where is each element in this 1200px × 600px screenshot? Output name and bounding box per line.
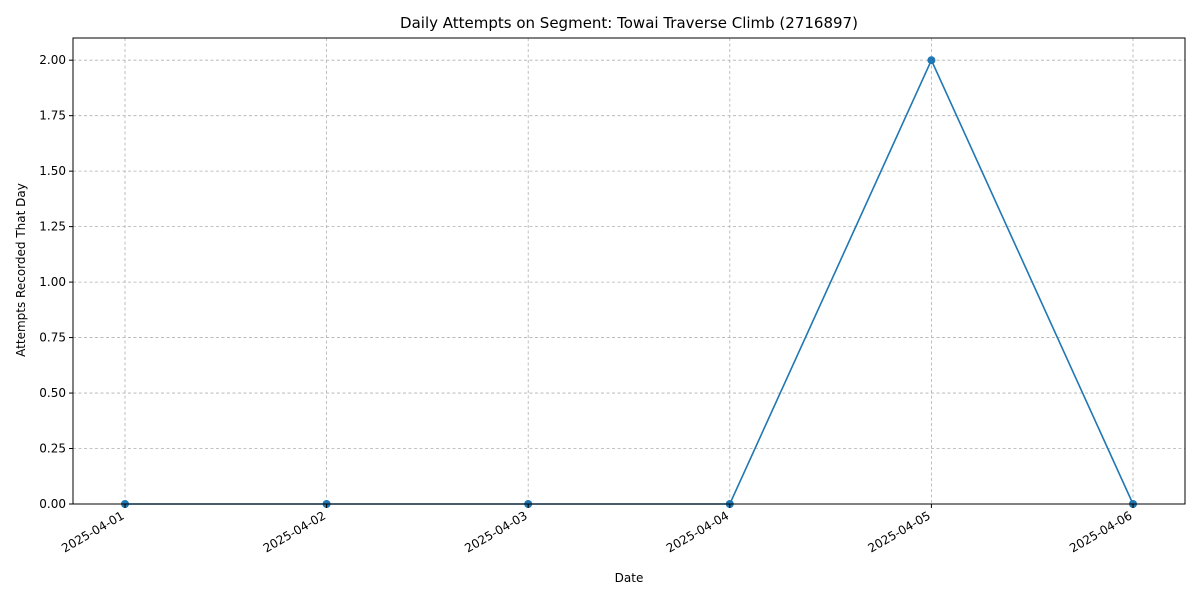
x-tick-label: 2025-04-05 bbox=[865, 508, 932, 555]
y-tick-label: 1.75 bbox=[39, 109, 66, 123]
y-tick-label: 0.75 bbox=[39, 331, 66, 345]
y-tick-label: 0.50 bbox=[39, 386, 66, 400]
x-tick-label: 2025-04-06 bbox=[1067, 508, 1134, 555]
y-axis-label: Attempts Recorded That Day bbox=[14, 183, 28, 357]
y-tick-label: 0.25 bbox=[39, 442, 66, 456]
y-tick-label: 0.00 bbox=[39, 497, 66, 511]
plot-frame bbox=[72, 37, 1186, 505]
y-tick-label: 2.00 bbox=[39, 53, 66, 67]
ticks: 2025-04-01 2025-04-02 2025-04-03 2025-04-04… bbox=[39, 53, 1134, 555]
y-tick-label: 1.00 bbox=[39, 275, 66, 289]
y-tick-label: 1.25 bbox=[39, 220, 66, 234]
x-tick-label: 2025-04-03 bbox=[462, 508, 529, 555]
chart-title: Daily Attempts on Segment: Towai Travers… bbox=[400, 14, 858, 32]
x-tick-label: 2025-04-01 bbox=[59, 508, 126, 555]
x-tick-label: 2025-04-04 bbox=[664, 508, 731, 555]
y-tick-label: 1.50 bbox=[39, 164, 66, 178]
data-point bbox=[927, 56, 936, 65]
x-axis-label: Date bbox=[615, 571, 644, 585]
x-tick-label: 2025-04-02 bbox=[261, 508, 328, 555]
grid bbox=[73, 38, 1185, 505]
